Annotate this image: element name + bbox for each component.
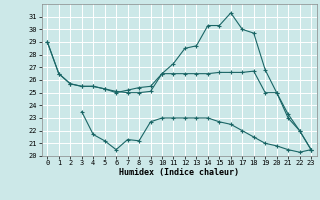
X-axis label: Humidex (Indice chaleur): Humidex (Indice chaleur) [119,168,239,177]
